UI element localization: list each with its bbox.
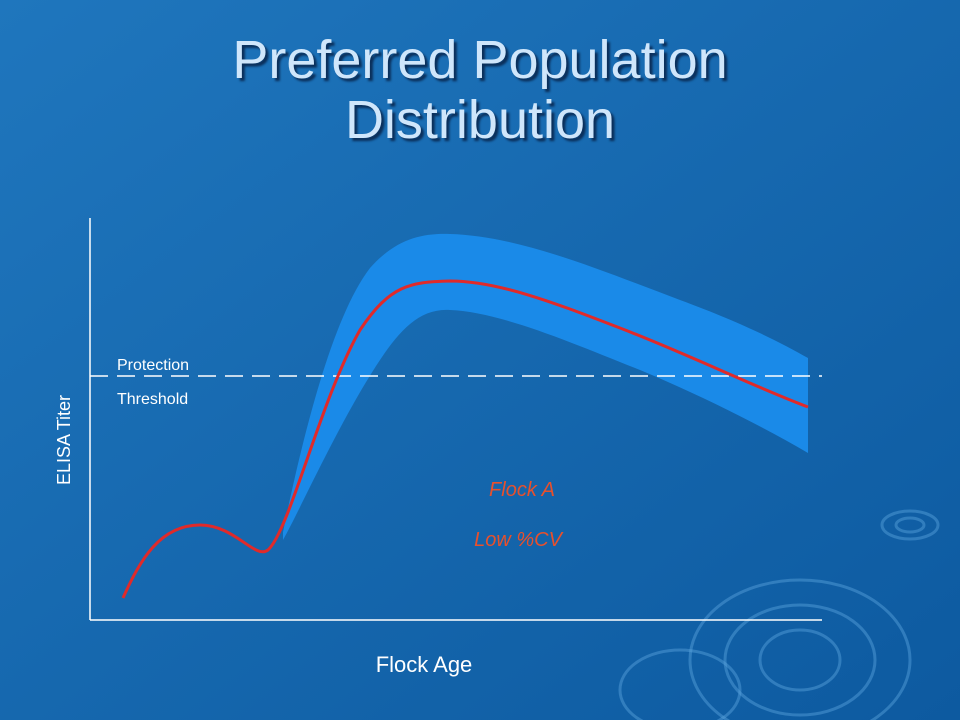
ripple bbox=[618, 648, 742, 720]
annotation: Flock A bbox=[489, 479, 555, 501]
annotation: Low %CV bbox=[474, 529, 563, 551]
y-axis-label: ELISA Titer bbox=[54, 395, 74, 485]
slide-title: Preferred Population Distribution bbox=[232, 30, 728, 150]
population-band bbox=[283, 233, 808, 540]
ripple bbox=[688, 578, 912, 720]
ripple bbox=[758, 628, 842, 692]
threshold-label: Threshold bbox=[117, 391, 188, 408]
x-axis-label: Flock Age bbox=[376, 652, 473, 677]
mean-curve bbox=[121, 279, 809, 599]
ripple bbox=[894, 516, 926, 534]
threshold-label: Protection bbox=[117, 357, 189, 374]
ripples bbox=[618, 509, 940, 720]
ripple bbox=[723, 603, 877, 717]
ripple bbox=[880, 509, 940, 541]
